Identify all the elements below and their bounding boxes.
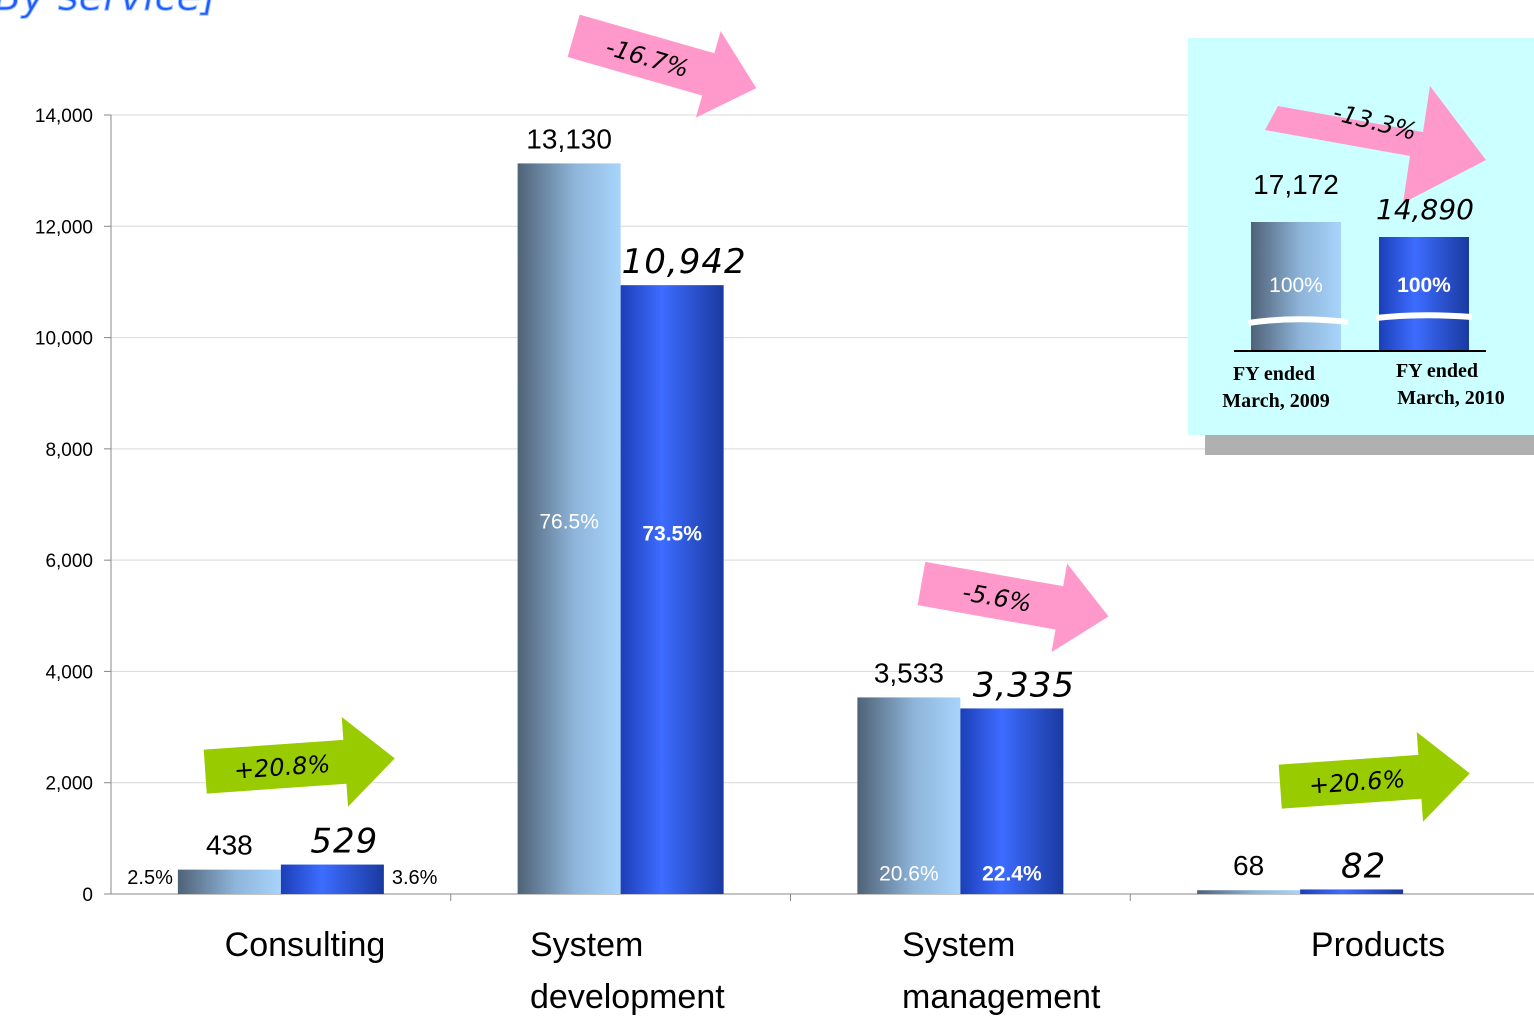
inset-change-arrow	[1265, 86, 1486, 203]
share-label-2010: 3.6%	[392, 867, 438, 889]
arrow-shape	[1278, 731, 1470, 822]
y-tick-label: 6,000	[45, 551, 93, 572]
grid-lines	[111, 114, 1534, 784]
change-arrow: -5.6%	[917, 561, 1109, 653]
change-arrows: +20.8% -16.7% -5.6% +20.6%	[203, 14, 1470, 822]
bar-2009	[857, 697, 961, 894]
inset-total-2009: 17,172	[1253, 169, 1339, 200]
bar-2010	[620, 285, 724, 894]
inset-bar-2009	[1251, 222, 1341, 352]
change-arrow: -16.7%	[567, 14, 757, 118]
bar-2009	[1197, 890, 1301, 894]
value-label-2009: 13,130	[526, 123, 612, 154]
y-tick-label: 14,000	[35, 106, 93, 127]
category-label: management	[902, 978, 1101, 1016]
y-tick-label: 0	[82, 885, 93, 906]
category-label: Consulting	[225, 926, 386, 964]
share-label-2010: 73.5%	[642, 523, 702, 546]
bar-2010	[960, 708, 1064, 894]
bar-2010	[280, 864, 384, 894]
y-tick-label: 2,000	[45, 774, 93, 795]
change-label: +20.8%	[233, 750, 331, 785]
share-label-2010: 22.4%	[982, 863, 1042, 886]
value-label-2009: 68	[1233, 850, 1264, 881]
total-inset: -13.3% 17,172 14,890 100% 100% FY ended …	[1188, 38, 1534, 455]
category-label: System	[530, 926, 643, 964]
inset-label-2009-line2: March, 2009	[1222, 390, 1329, 412]
value-label-2010: 82	[1341, 846, 1386, 886]
change-arrow: +20.8%	[203, 716, 395, 807]
y-tick-label: 12,000	[35, 217, 93, 238]
inset-label-2010-line1: FY ended	[1396, 360, 1478, 382]
value-label-2010: 3,335	[973, 665, 1075, 705]
category-labels: Consulting System development System managem…	[225, 926, 1445, 1016]
arrow-shape	[917, 561, 1109, 653]
bar-2009	[517, 163, 621, 894]
inset-background	[1188, 38, 1534, 435]
value-label-2010: 529	[310, 822, 378, 862]
inset-label-2009-line1: FY ended	[1233, 363, 1315, 385]
share-label-2009: 76.5%	[539, 511, 599, 534]
inset-share-2009: 100%	[1269, 274, 1323, 297]
share-label-2009: 20.6%	[879, 863, 939, 886]
bars: 438 529 2.5% 3.6% 13,130 10,942 76.5% 73.5% 3,53…	[127, 123, 1404, 894]
y-tick-label: 4,000	[45, 662, 93, 683]
category-label: development	[530, 978, 725, 1016]
value-label-2009: 3,533	[874, 657, 944, 688]
bar-2009	[177, 869, 281, 894]
bar-2010	[1300, 889, 1404, 894]
arrow-shape	[203, 716, 395, 807]
y-tick-label: 8,000	[45, 440, 93, 461]
share-label-2009: 2.5%	[127, 867, 173, 889]
change-label: +20.6%	[1308, 765, 1406, 800]
title-fragment: By service]	[0, 0, 217, 20]
value-label-2010: 10,942	[622, 242, 747, 282]
value-label-2009: 438	[206, 830, 253, 861]
category-label: System	[902, 926, 1015, 964]
inset-break-mark-2010	[1375, 312, 1473, 321]
category-label: Products	[1311, 926, 1445, 964]
inset-total-2010: 14,890	[1376, 193, 1474, 226]
inset-bar-2010	[1379, 237, 1469, 352]
inset-share-2010: 100%	[1397, 274, 1451, 297]
change-arrow: +20.6%	[1278, 731, 1470, 822]
arrow-shape	[567, 14, 757, 118]
y-tick-label: 10,000	[35, 329, 93, 350]
inset-break-mark-2009	[1247, 316, 1349, 326]
inset-label-2010-line2: March, 2010	[1397, 387, 1504, 409]
